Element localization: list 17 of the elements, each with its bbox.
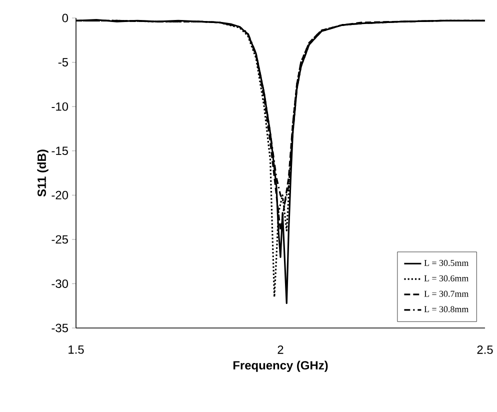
y-tick-label: -35 xyxy=(52,324,68,332)
legend-label: L = 30.6mm xyxy=(424,275,469,282)
legend-label: L = 30.7mm xyxy=(424,290,469,297)
y-axis-title: S11 (dB) xyxy=(37,150,48,197)
y-tick-label: 0 xyxy=(62,14,68,22)
y-tick-label: -5 xyxy=(58,58,68,66)
x-tick-label: 2.5 xyxy=(477,345,493,354)
legend-label: L = 30.8mm xyxy=(424,306,469,312)
y-tick-label: -25 xyxy=(52,235,68,244)
legend-label: L = 30.5mm xyxy=(424,260,469,266)
x-axis-title: Frequency (GHz) xyxy=(233,360,328,372)
y-tick-label: -10 xyxy=(52,102,68,111)
x-tick-label: 2 xyxy=(278,345,284,354)
y-tick-label: -20 xyxy=(52,190,68,200)
y-tick-label: -15 xyxy=(52,146,68,156)
y-tick-label: -30 xyxy=(52,279,68,288)
x-tick-label: 1.5 xyxy=(68,345,84,354)
